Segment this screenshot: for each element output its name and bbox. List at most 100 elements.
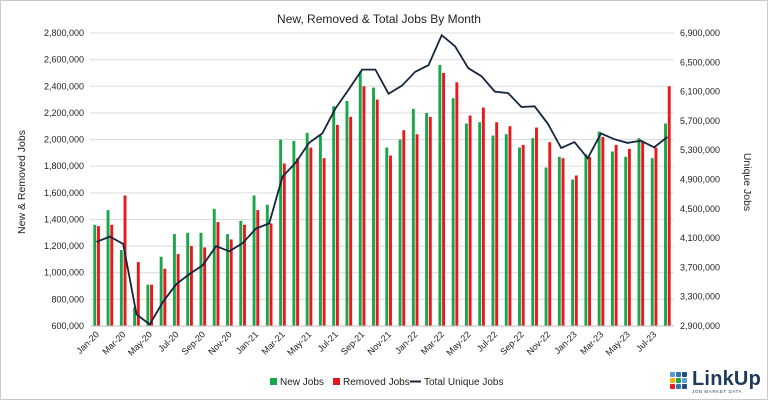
bar-new-jobs <box>226 234 229 326</box>
bar-removed-jobs <box>601 136 605 326</box>
x-tick-label: Nov-21 <box>365 329 393 357</box>
x-tick-label: Sep-20 <box>180 329 208 357</box>
bar-new-jobs <box>146 284 150 326</box>
x-tick-label: May-23 <box>604 329 632 357</box>
bar-new-jobs <box>478 122 482 327</box>
bar-removed-jobs <box>243 224 246 326</box>
logo-mark-cell <box>670 377 676 383</box>
bar-new-jobs <box>186 232 190 326</box>
bar-removed-jobs <box>627 148 631 326</box>
x-tick-label: Jul-20 <box>156 329 180 353</box>
bar-removed-jobs <box>136 262 140 326</box>
bar-new-jobs <box>93 224 97 326</box>
logo-mark-cell <box>670 384 676 390</box>
bars <box>93 64 671 327</box>
bar-removed-jobs <box>189 246 193 326</box>
bar-new-jobs <box>464 123 468 327</box>
y-tick-label-right: 3,700,000 <box>680 262 720 272</box>
legend-swatch-removed-jobs <box>333 378 340 385</box>
y-tick-label-left: 2,200,000 <box>44 108 84 118</box>
bar-removed-jobs <box>521 144 525 326</box>
bar-removed-jobs <box>442 72 446 326</box>
logo-wordmark: LinkUp <box>692 367 761 390</box>
bar-removed-jobs <box>176 254 180 326</box>
bar-new-jobs <box>411 108 415 326</box>
logo-mark-cell <box>676 377 682 383</box>
x-tick-label: Nov-20 <box>206 329 234 357</box>
bar-new-jobs <box>451 98 455 326</box>
y-axis-left: 600,000 800,000 1,000,000 1,200,000 1,400,00… <box>44 28 84 331</box>
bar-removed-jobs <box>455 82 459 326</box>
bar-removed-jobs <box>150 284 154 326</box>
x-tick-label: Mar-22 <box>419 329 446 356</box>
bar-removed-jobs <box>203 247 207 326</box>
bar-new-jobs <box>305 132 309 326</box>
logo-mark-cell <box>670 371 676 377</box>
bar-new-jobs <box>119 250 123 326</box>
y-tick-label-left: 600,000 <box>51 321 84 331</box>
y-tick-label-right: 6,100,000 <box>680 87 720 97</box>
bar-removed-jobs <box>269 223 273 326</box>
bar-removed-jobs <box>654 147 658 326</box>
bar-removed-jobs <box>282 163 286 326</box>
bar-removed-jobs <box>495 122 499 327</box>
bar-new-jobs <box>557 156 561 326</box>
y-tick-label-left: 1,000,000 <box>44 268 84 278</box>
logo-mark-cell <box>676 371 682 377</box>
y-tick-label-right: 4,100,000 <box>680 233 720 243</box>
x-tick-label: May-21 <box>285 329 313 357</box>
bar-new-jobs <box>650 158 654 326</box>
bar-new-jobs <box>345 100 349 326</box>
bar-removed-jobs <box>97 226 100 326</box>
bar-removed-jobs <box>362 86 366 326</box>
bar-new-jobs <box>504 134 508 326</box>
bar-removed-jobs <box>468 115 472 326</box>
legend-swatch-new-jobs <box>270 378 277 385</box>
bar-new-jobs <box>159 256 163 326</box>
bar-new-jobs <box>664 123 667 327</box>
legend-label-removed-jobs: Removed Jobs <box>343 377 410 388</box>
bar-new-jobs <box>292 140 296 326</box>
bar-new-jobs <box>252 195 256 326</box>
y-tick-label-left: 2,800,000 <box>44 28 84 38</box>
y-axis-right: 2,900,000 3,300,000 3,700,000 4,100,000 4,50… <box>680 28 720 331</box>
bar-new-jobs <box>597 131 601 326</box>
logo-mark-cell <box>676 384 682 390</box>
x-tick-label: Jul-21 <box>316 329 340 353</box>
bar-removed-jobs <box>481 107 485 326</box>
bar-new-jobs <box>372 87 375 326</box>
bar-removed-jobs <box>389 155 392 326</box>
bar-new-jobs <box>279 139 283 326</box>
y-tick-label-right: 5,300,000 <box>680 145 720 155</box>
bar-removed-jobs <box>561 158 565 326</box>
bar-new-jobs <box>199 232 203 326</box>
bar-removed-jobs <box>415 134 419 326</box>
bar-new-jobs <box>332 106 336 326</box>
y-tick-label-right: 4,500,000 <box>680 204 720 214</box>
bar-new-jobs <box>518 147 521 326</box>
y-tick-label-right: 6,500,000 <box>680 57 720 67</box>
bar-removed-jobs <box>216 222 220 326</box>
legend-label-new-jobs: New Jobs <box>280 377 324 388</box>
bar-removed-jobs <box>375 99 379 326</box>
bar-new-jobs <box>425 112 429 326</box>
bar-removed-jobs <box>322 158 326 326</box>
bar-removed-jobs <box>548 142 552 326</box>
x-tick-label: May-22 <box>444 329 472 357</box>
bar-removed-jobs <box>335 124 339 327</box>
y-tick-label-right: 4,900,000 <box>680 175 720 185</box>
bar-new-jobs <box>358 71 362 326</box>
x-tick-label: Nov-22 <box>525 329 553 357</box>
bar-removed-jobs <box>574 175 578 326</box>
x-tick-label: Mar-21 <box>260 329 287 356</box>
bar-removed-jobs <box>667 86 671 326</box>
bar-removed-jobs <box>123 195 127 326</box>
y-tick-label-right: 5,700,000 <box>680 116 720 126</box>
y-axis-left-title: New & Removed Jobs <box>16 130 28 234</box>
bar-new-jobs <box>385 147 389 326</box>
bar-new-jobs <box>571 179 575 326</box>
y-tick-label-right: 2,900,000 <box>680 321 720 331</box>
y-tick-label-left: 2,400,000 <box>44 81 84 91</box>
